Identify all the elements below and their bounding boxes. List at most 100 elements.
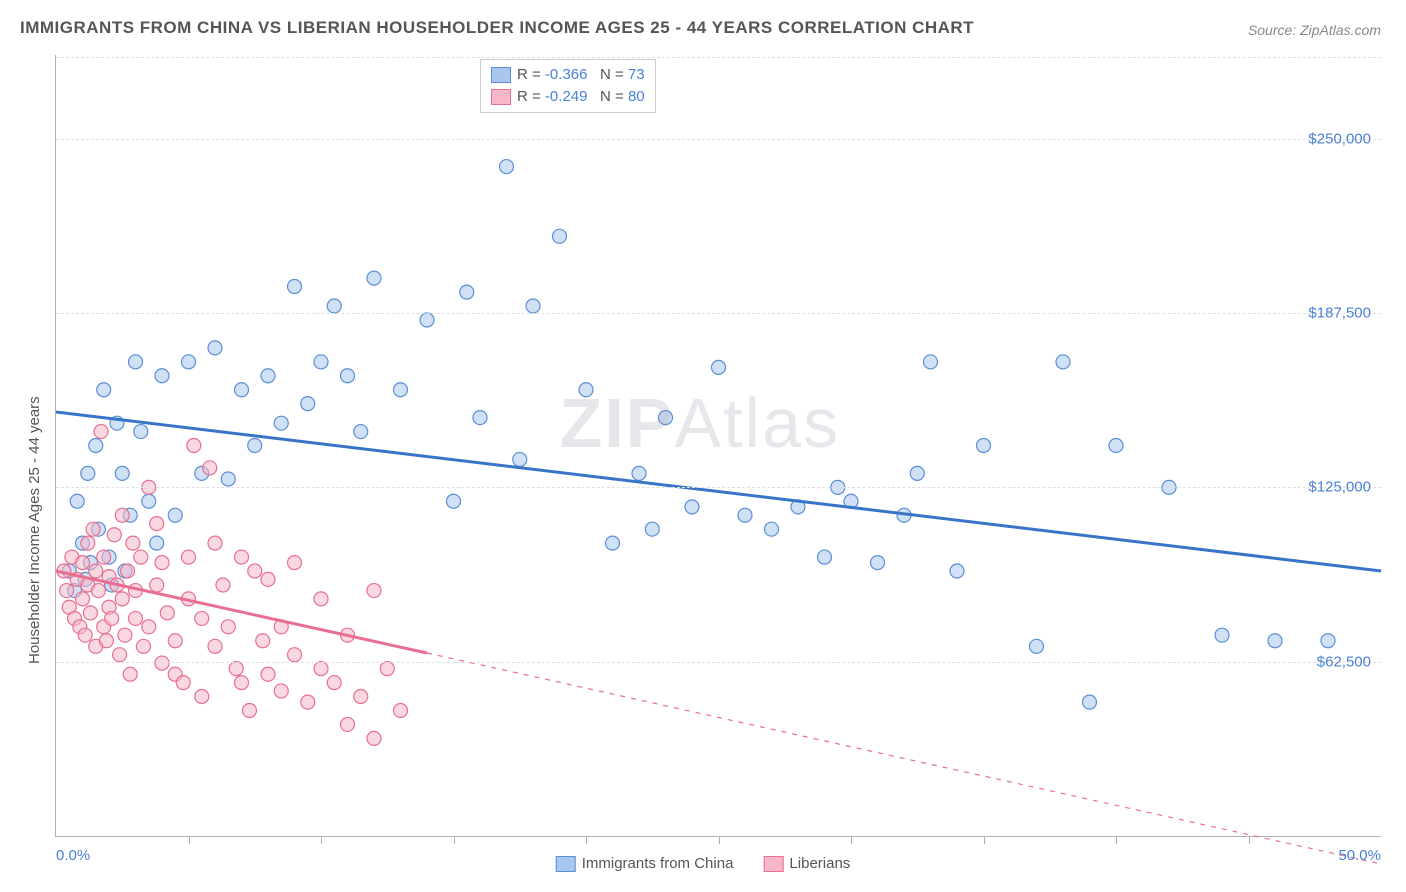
trend-line-dashed bbox=[427, 653, 1381, 864]
data-point bbox=[97, 550, 111, 564]
legend-label: Liberians bbox=[789, 855, 850, 872]
data-point bbox=[261, 369, 275, 383]
data-point bbox=[168, 508, 182, 522]
data-point bbox=[256, 634, 270, 648]
data-point bbox=[327, 676, 341, 690]
data-point bbox=[150, 536, 164, 550]
data-point bbox=[301, 397, 315, 411]
data-point bbox=[288, 648, 302, 662]
data-point bbox=[553, 229, 567, 243]
legend-row: R = -0.366 N = 73 bbox=[491, 64, 645, 86]
data-point bbox=[394, 703, 408, 717]
data-point bbox=[301, 695, 315, 709]
y-tick-label: $250,000 bbox=[1308, 130, 1371, 147]
data-point bbox=[367, 731, 381, 745]
data-point bbox=[327, 299, 341, 313]
data-point bbox=[123, 667, 137, 681]
data-point bbox=[1083, 695, 1097, 709]
data-point bbox=[526, 299, 540, 313]
data-point bbox=[83, 606, 97, 620]
data-point bbox=[160, 606, 174, 620]
data-point bbox=[380, 662, 394, 676]
legend-label: Immigrants from China bbox=[582, 855, 734, 872]
data-point bbox=[142, 620, 156, 634]
chart-container: IMMIGRANTS FROM CHINA VS LIBERIAN HOUSEH… bbox=[0, 0, 1406, 892]
data-point bbox=[235, 550, 249, 564]
x-axis-start-label: 0.0% bbox=[56, 847, 90, 864]
data-point bbox=[235, 383, 249, 397]
data-point bbox=[60, 584, 74, 598]
data-point bbox=[314, 592, 328, 606]
x-tick bbox=[719, 836, 720, 844]
data-point bbox=[115, 466, 129, 480]
data-point bbox=[221, 472, 235, 486]
plot-area: ZIPAtlas R = -0.366 N = 73R = -0.249 N =… bbox=[55, 55, 1381, 837]
data-point bbox=[229, 662, 243, 676]
y-tick-label: $125,000 bbox=[1308, 479, 1371, 496]
data-point bbox=[76, 592, 90, 606]
x-tick bbox=[1116, 836, 1117, 844]
data-point bbox=[248, 564, 262, 578]
data-point bbox=[155, 556, 169, 570]
data-point bbox=[187, 439, 201, 453]
data-point bbox=[129, 355, 143, 369]
data-point bbox=[447, 494, 461, 508]
data-point bbox=[473, 411, 487, 425]
data-point bbox=[460, 285, 474, 299]
data-point bbox=[632, 466, 646, 480]
legend-swatch bbox=[556, 856, 576, 872]
data-point bbox=[367, 271, 381, 285]
data-point bbox=[341, 369, 355, 383]
data-point bbox=[712, 360, 726, 374]
data-point bbox=[216, 578, 230, 592]
data-point bbox=[97, 383, 111, 397]
data-point bbox=[81, 466, 95, 480]
y-tick-label: $187,500 bbox=[1308, 305, 1371, 322]
data-point bbox=[195, 611, 209, 625]
data-point bbox=[182, 550, 196, 564]
data-point bbox=[115, 508, 129, 522]
legend-item: Liberians bbox=[763, 855, 850, 872]
data-point bbox=[221, 620, 235, 634]
data-point bbox=[818, 550, 832, 564]
data-point bbox=[288, 556, 302, 570]
data-point bbox=[203, 461, 217, 475]
data-point bbox=[924, 355, 938, 369]
data-point bbox=[738, 508, 752, 522]
data-point bbox=[115, 592, 129, 606]
data-point bbox=[81, 536, 95, 550]
data-point bbox=[685, 500, 699, 514]
data-point bbox=[86, 522, 100, 536]
trend-line bbox=[56, 412, 1381, 571]
data-point bbox=[1109, 439, 1123, 453]
legend-swatch bbox=[491, 67, 511, 83]
data-point bbox=[176, 676, 190, 690]
data-point bbox=[91, 584, 105, 598]
data-point bbox=[274, 416, 288, 430]
data-point bbox=[78, 628, 92, 642]
data-point bbox=[70, 494, 84, 508]
legend-series: Immigrants from China Liberians bbox=[556, 855, 851, 872]
source-attribution: Source: ZipAtlas.com bbox=[1248, 22, 1381, 38]
data-point bbox=[367, 584, 381, 598]
x-tick bbox=[1249, 836, 1250, 844]
data-point bbox=[182, 355, 196, 369]
x-tick bbox=[454, 836, 455, 844]
gridline bbox=[56, 57, 1381, 58]
x-tick bbox=[984, 836, 985, 844]
x-tick bbox=[586, 836, 587, 844]
data-point bbox=[126, 536, 140, 550]
data-point bbox=[155, 656, 169, 670]
data-point bbox=[113, 648, 127, 662]
data-point bbox=[248, 439, 262, 453]
data-point bbox=[420, 313, 434, 327]
data-point bbox=[354, 425, 368, 439]
data-point bbox=[871, 556, 885, 570]
data-point bbox=[1321, 634, 1335, 648]
data-point bbox=[261, 667, 275, 681]
data-point bbox=[394, 383, 408, 397]
x-tick bbox=[321, 836, 322, 844]
chart-title: IMMIGRANTS FROM CHINA VS LIBERIAN HOUSEH… bbox=[20, 18, 974, 38]
data-point bbox=[274, 684, 288, 698]
data-point bbox=[242, 703, 256, 717]
